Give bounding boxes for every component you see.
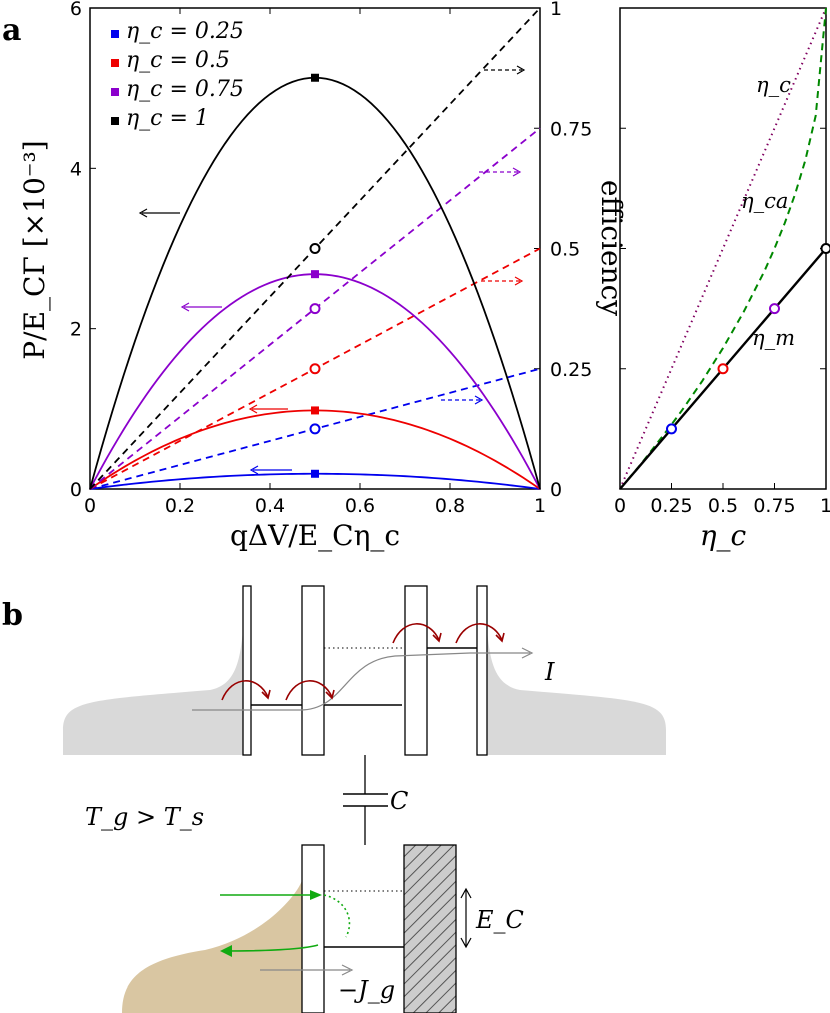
- right-marker-0: [666, 423, 677, 435]
- series-label-eta-ca: η_ca: [741, 189, 788, 213]
- barrier-1: [242, 585, 252, 756]
- y2-tick-label: 1: [550, 0, 562, 20]
- right-lead: [487, 630, 666, 755]
- series-label-eta-m: η_m: [752, 326, 795, 350]
- legend-swatch-2: [111, 88, 119, 96]
- right-x-tick-label: 0.5: [708, 495, 738, 517]
- gate-lead: [122, 880, 302, 1013]
- efficiency-max-marker-3: [309, 243, 321, 254]
- energy-label: E_C: [475, 906, 524, 934]
- right-marker-2: [769, 303, 780, 315]
- heat-current-label: −J_g: [338, 976, 395, 1004]
- power-max-marker-2: [311, 270, 319, 279]
- barrier-3: [404, 585, 428, 756]
- legend-swatch-1: [111, 59, 119, 67]
- panel-b-label: b: [2, 598, 23, 633]
- power-max-marker-3: [311, 73, 319, 82]
- y2-tick-label: 0.75: [550, 118, 592, 140]
- legend-label-2: η_c = 0.75: [126, 77, 244, 102]
- power-max-marker-0: [311, 469, 319, 478]
- temperature-label: T_g > T_s: [85, 803, 204, 831]
- y2-tick-label: 0.25: [550, 359, 592, 381]
- y-tick-label: 6: [70, 0, 82, 20]
- right-x-tick-label: 0.25: [650, 495, 692, 517]
- quantum-dot-heat-engine-diagram: I C T_g > T_s: [63, 585, 666, 1013]
- series-label-eta-c: η_c: [756, 73, 791, 97]
- legend-swatch-0: [111, 30, 119, 38]
- right-series-0: [619, 7, 827, 490]
- x-axis-label-right: η_c: [700, 519, 747, 552]
- legend: η_c = 0.25 η_c = 0.5 η_c = 0.75 η_c = 1: [111, 19, 244, 131]
- legend-swatch-3: [111, 117, 119, 125]
- right-series-1: [619, 7, 827, 490]
- right-marker-3: [820, 243, 830, 254]
- y2-tick-label: 0: [550, 479, 562, 501]
- y2-tick-label: 0.5: [550, 239, 580, 261]
- power-max-marker-1: [311, 406, 319, 415]
- gate-electrode: [403, 844, 457, 1013]
- legend-label-0: η_c = 0.25: [126, 19, 244, 44]
- x-tick-label: 0: [84, 495, 96, 517]
- efficiency-max-marker-0: [309, 423, 321, 435]
- right-x-tick-label: 0: [614, 495, 626, 517]
- efficiency-max-marker-1: [309, 363, 321, 375]
- right-marker-1: [717, 363, 729, 375]
- efficiency-comparison-chart: 0 0.25 0.5 0.75 1 η_c η_ca η_m η_c: [614, 7, 830, 552]
- barrier-4: [476, 585, 488, 756]
- y-tick-label: 0: [70, 479, 82, 501]
- x-tick-label: 0.6: [345, 495, 375, 517]
- gate-barrier: [301, 844, 325, 1013]
- legend-label-1: η_c = 0.5: [126, 48, 230, 73]
- panel-a-label: a: [2, 13, 21, 48]
- x-tick-label: 1: [534, 495, 546, 517]
- x-tick-label: 0.2: [165, 495, 195, 517]
- current-label: I: [544, 658, 555, 686]
- y-axis-label: P/E_CΓ [×10⁻³]: [18, 140, 51, 359]
- left-lead: [63, 630, 243, 755]
- direction-arrows: [138, 65, 526, 475]
- x-tick-label: 0.4: [255, 495, 285, 517]
- y-tick-label: 2: [70, 319, 82, 341]
- barrier-2: [301, 585, 325, 756]
- efficiency-max-marker-2: [309, 303, 321, 315]
- right-x-tick-label: 1: [820, 495, 830, 517]
- legend-label-3: η_c = 1: [126, 106, 209, 131]
- capacitor-label: C: [390, 787, 408, 815]
- right-x-tick-label: 0.75: [753, 495, 795, 517]
- y-tick-label: 4: [70, 158, 82, 180]
- x-axis-label: qΔV/E_Cη_c: [230, 519, 400, 552]
- x-tick-label: 0.8: [435, 495, 465, 517]
